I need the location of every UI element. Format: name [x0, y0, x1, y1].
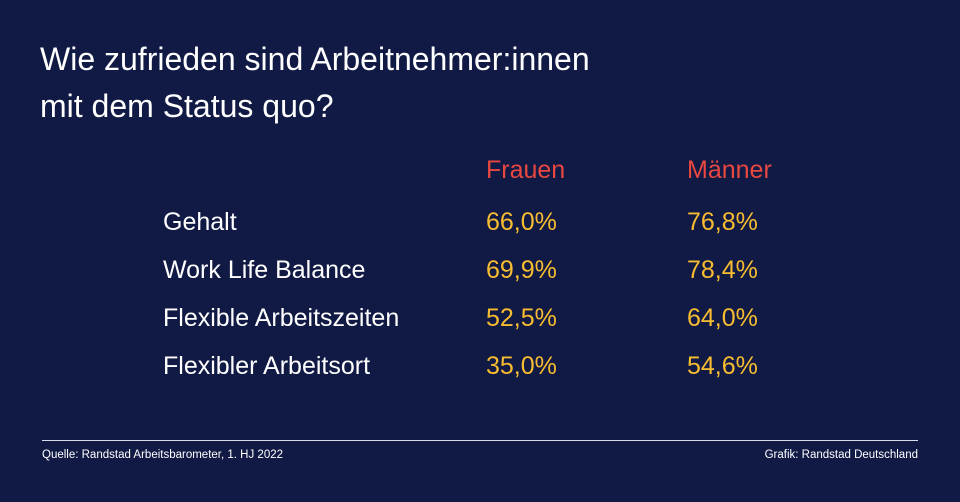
footer-divider: [42, 440, 918, 441]
table-row: Flexible Arbeitszeiten 52,5% 64,0%: [0, 301, 960, 335]
title-line-2: mit dem Status quo?: [40, 88, 334, 124]
title-line-1: Wie zufrieden sind Arbeitnehmer:innen: [40, 41, 590, 77]
column-header-maenner: Männer: [687, 156, 772, 184]
value-maenner: 64,0%: [687, 304, 758, 332]
value-maenner: 78,4%: [687, 256, 758, 284]
value-frauen: 66,0%: [486, 208, 557, 236]
row-label: Work Life Balance: [163, 256, 366, 284]
chart-title: Wie zufrieden sind Arbeitnehmer:innen mi…: [40, 36, 840, 130]
table-row: Flexibler Arbeitsort 35,0% 54,6%: [0, 349, 960, 383]
value-frauen: 35,0%: [486, 352, 557, 380]
credit-note: Grafik: Randstad Deutschland: [764, 449, 918, 461]
table-row: Work Life Balance 69,9% 78,4%: [0, 253, 960, 287]
value-frauen: 52,5%: [486, 304, 557, 332]
value-frauen: 69,9%: [486, 256, 557, 284]
column-header-frauen: Frauen: [486, 156, 566, 184]
row-label: Flexible Arbeitszeiten: [163, 304, 400, 332]
row-label: Flexibler Arbeitsort: [163, 352, 371, 380]
table-row: Gehalt 66,0% 76,8%: [0, 205, 960, 239]
row-label: Gehalt: [163, 208, 237, 236]
value-maenner: 76,8%: [687, 208, 758, 236]
value-maenner: 54,6%: [687, 352, 758, 380]
source-note: Quelle: Randstad Arbeitsbarometer, 1. HJ…: [42, 449, 284, 461]
